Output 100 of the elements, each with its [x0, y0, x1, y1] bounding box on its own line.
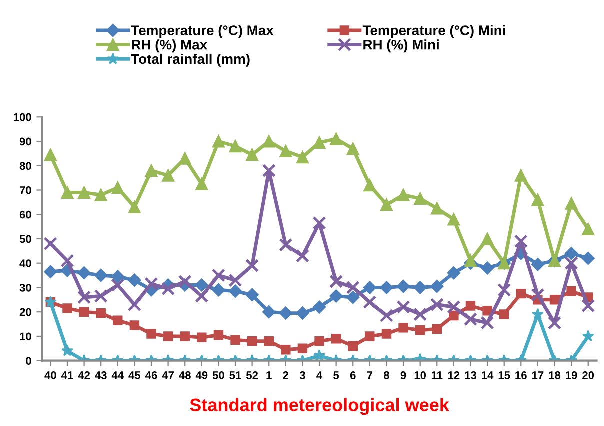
- point: [94, 268, 108, 282]
- y-tick-label: 50: [20, 235, 32, 244]
- point: [94, 188, 108, 202]
- y-tick-label: 100: [14, 113, 32, 122]
- point: [414, 308, 428, 322]
- point: [279, 306, 292, 320]
- point: [144, 277, 158, 291]
- point: [113, 316, 123, 326]
- x-tick-label: 48: [179, 372, 191, 380]
- point: [548, 316, 562, 330]
- point: [312, 216, 326, 230]
- point: [346, 290, 360, 304]
- point: [346, 280, 360, 295]
- point: [163, 332, 174, 342]
- point: [331, 334, 342, 344]
- point: [111, 270, 124, 284]
- point: [531, 258, 545, 272]
- point: [180, 332, 190, 342]
- point: [281, 344, 291, 355]
- x-tick-label: 43: [95, 372, 107, 380]
- x-tick-label: 13: [465, 372, 477, 380]
- x-tick-label: 2: [283, 372, 289, 380]
- point: [128, 274, 142, 287]
- x-tick-label: 45: [128, 372, 141, 380]
- x-tick-label: 40: [44, 372, 56, 380]
- y-tick-label: 70: [20, 186, 32, 194]
- x-tick-label: 9: [400, 372, 406, 380]
- point: [212, 284, 226, 297]
- point: [396, 280, 410, 294]
- point: [514, 234, 528, 248]
- point: [94, 289, 108, 304]
- x-tick-label: 14: [482, 372, 494, 380]
- point: [162, 169, 175, 182]
- point: [44, 148, 57, 162]
- point: [214, 330, 224, 340]
- point: [298, 344, 308, 354]
- point: [280, 145, 292, 158]
- point: [196, 178, 208, 190]
- point: [246, 148, 259, 162]
- x-tick-label: 20: [582, 372, 594, 380]
- point: [330, 274, 344, 288]
- point: [498, 283, 512, 297]
- point: [178, 152, 192, 165]
- point: [228, 284, 242, 298]
- point: [230, 335, 240, 345]
- point: [247, 336, 258, 346]
- point: [565, 197, 578, 210]
- x-tick-label: 1: [266, 372, 272, 380]
- point: [564, 247, 578, 260]
- x-tick-label: 6: [350, 372, 356, 380]
- point: [77, 290, 92, 304]
- x-tick-label: 5: [334, 372, 340, 380]
- point: [128, 298, 142, 312]
- point: [364, 179, 376, 192]
- x-tick-label: 7: [367, 372, 373, 380]
- x-tick-label: 51: [230, 372, 242, 380]
- x-tick-label: 42: [78, 372, 90, 380]
- point: [195, 289, 209, 304]
- x-axis-title: Standard metereological week: [190, 398, 450, 416]
- point: [330, 290, 343, 303]
- point: [264, 336, 274, 346]
- y-tick-label: 40: [20, 260, 32, 268]
- x-tick-label: 4: [316, 372, 323, 380]
- point: [246, 258, 260, 273]
- x-tick-label: 16: [516, 372, 527, 380]
- point: [499, 310, 510, 320]
- point: [348, 341, 358, 352]
- x-tick-label: 8: [384, 372, 390, 380]
- point: [531, 288, 545, 302]
- y-tick-label: 0: [26, 357, 32, 365]
- point: [482, 306, 492, 316]
- point: [514, 169, 528, 182]
- point: [314, 350, 326, 361]
- point: [296, 306, 310, 320]
- point: [212, 268, 226, 282]
- point: [296, 151, 309, 164]
- point: [128, 201, 141, 214]
- point: [464, 254, 477, 268]
- point: [78, 266, 91, 280]
- point: [564, 256, 578, 270]
- point: [430, 298, 444, 312]
- point: [430, 280, 444, 294]
- x-tick-label: 50: [212, 372, 224, 380]
- point: [414, 281, 427, 294]
- point: [346, 142, 360, 156]
- x-tick-label: 11: [432, 372, 443, 380]
- x-tick-label: 3: [300, 372, 306, 380]
- point: [432, 324, 442, 334]
- point: [62, 344, 74, 356]
- point: [380, 308, 394, 323]
- legend-label: Temperature (°C) Mini: [362, 25, 506, 38]
- point: [582, 330, 594, 342]
- point: [96, 308, 106, 318]
- point: [363, 281, 377, 294]
- point: [146, 329, 156, 339]
- point: [430, 202, 444, 215]
- point: [262, 306, 276, 319]
- legend-label: RH (%) Mini: [364, 40, 439, 53]
- point: [532, 194, 544, 206]
- point: [582, 222, 595, 236]
